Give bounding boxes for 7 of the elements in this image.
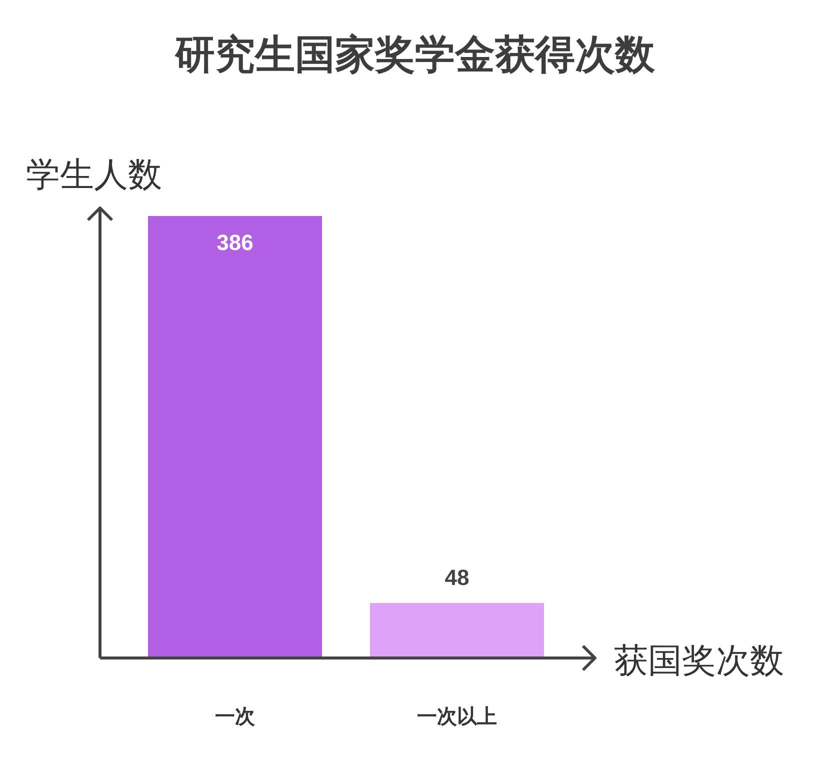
data-label: 386 (216, 230, 254, 255)
x-axis-title: 获国奖次数 (614, 642, 784, 680)
data-label: 48 (444, 565, 470, 590)
x-tick-label: 一次 (215, 706, 256, 728)
chart-title: 研究生国家奖学金获得次数 (174, 33, 656, 77)
x-tick-label: 一次以上 (417, 706, 497, 728)
y-axis-title: 学生人数 (26, 156, 162, 194)
